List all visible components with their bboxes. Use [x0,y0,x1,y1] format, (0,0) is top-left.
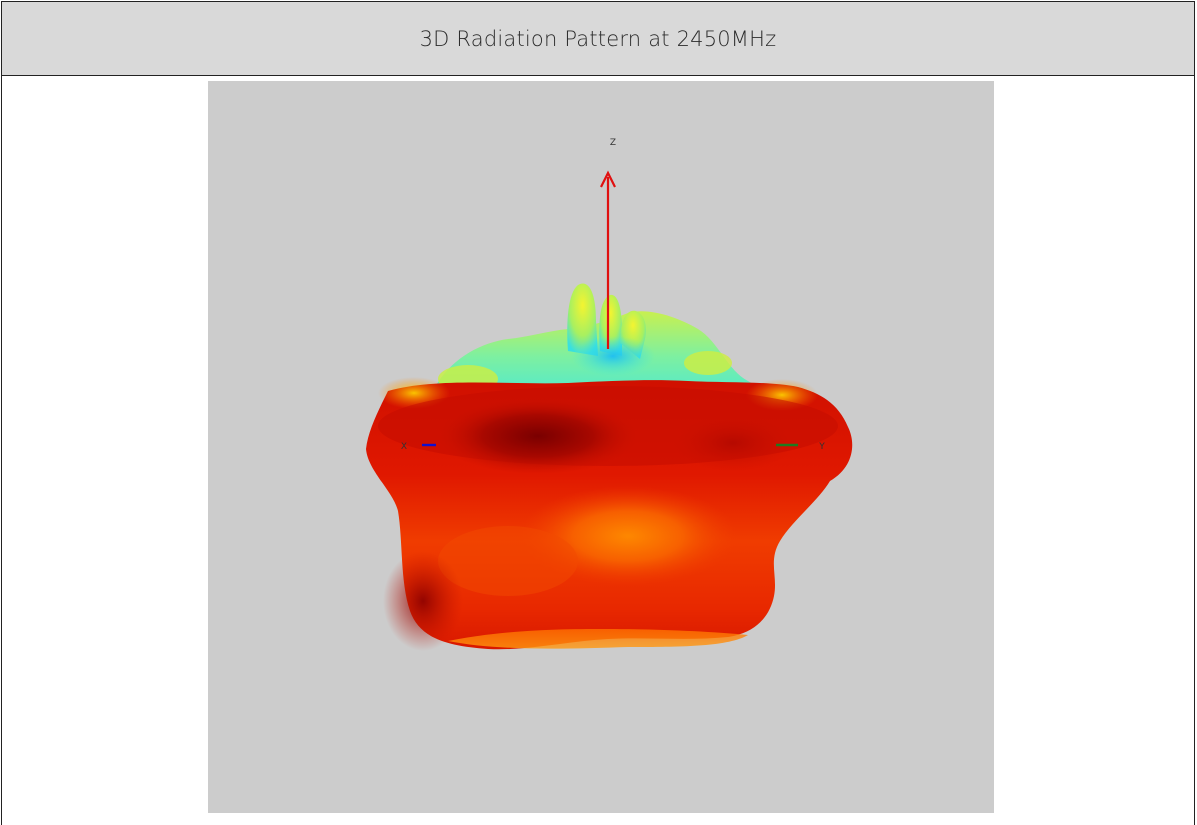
y-axis-label: Y [818,442,825,452]
z-axis-label: Z [610,138,616,148]
radiation-pattern-3d-plot: Z X Y [366,138,853,651]
title-bar: 3D Radiation Pattern at 2450MHz [2,2,1194,76]
main-lobe [366,377,853,651]
radiation-pattern-viewport[interactable]: Z X Y [208,81,994,813]
x-axis-label: X [401,442,407,452]
z-axis [600,170,616,349]
page-title: 3D Radiation Pattern at 2450MHz [419,26,777,51]
